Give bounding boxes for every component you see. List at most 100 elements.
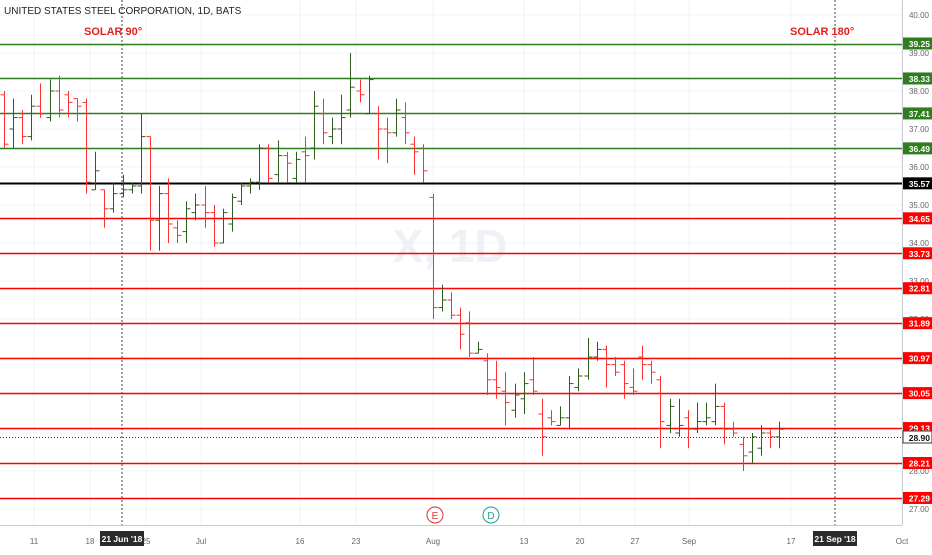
ohlc-bar xyxy=(119,174,128,198)
last-price-tag xyxy=(902,430,932,444)
ohlc-bar xyxy=(109,182,118,213)
ohlc-bar xyxy=(693,402,702,433)
y-tick-label: 38.00 xyxy=(909,87,930,96)
ohlc-bar xyxy=(547,410,556,426)
level-tag xyxy=(903,282,932,295)
ohlc-bar xyxy=(456,307,465,350)
ohlc-bar xyxy=(675,398,684,437)
ohlc-bar xyxy=(210,205,219,247)
level-tag xyxy=(903,491,932,504)
x-tick-label: 25 xyxy=(142,537,151,546)
level-tag-label: 28.21 xyxy=(909,459,931,469)
ohlc-bar xyxy=(82,98,91,194)
event-marker[interactable]: D xyxy=(482,506,500,524)
ohlc-bar xyxy=(100,189,109,228)
ohlc-bar xyxy=(146,136,155,251)
ohlc-bar xyxy=(27,94,36,141)
level-tag xyxy=(903,177,932,190)
level-tag xyxy=(903,457,932,470)
y-tick-label: 27.00 xyxy=(909,505,930,514)
level-tag-label: 38.33 xyxy=(909,74,931,84)
level-tag-label: 27.29 xyxy=(909,493,931,503)
ohlc-bar xyxy=(565,376,574,430)
event-circle[interactable] xyxy=(482,506,500,524)
ohlc-bar xyxy=(55,75,64,118)
x-tick-label: 11 xyxy=(30,537,39,546)
level-tag xyxy=(903,317,932,330)
level-tag-label: 34.65 xyxy=(909,214,931,224)
level-tag-label: 31.89 xyxy=(909,319,931,329)
ohlc-bar xyxy=(46,79,55,122)
y-axis: 40.00 39.00 38.00 37.00 36.00 35.00 34.00 33.00… xyxy=(902,0,932,550)
level-tag-label: 36.49 xyxy=(909,144,931,154)
event-letter: E xyxy=(432,511,439,522)
ohlc-bar xyxy=(292,151,301,183)
level-tag xyxy=(903,352,932,365)
ohlc-bar xyxy=(283,151,292,183)
ohlc-bar xyxy=(246,178,255,194)
ohlc-bar xyxy=(173,220,182,243)
y-tick-label: 33.00 xyxy=(909,277,930,286)
ohlc-bar xyxy=(36,83,45,118)
level-tag-label: 33.73 xyxy=(909,249,931,259)
ohlc-bar xyxy=(620,360,629,399)
watermark-text: X, 1D xyxy=(392,220,507,272)
ohlc-bar xyxy=(91,151,100,191)
event-marker[interactable]: E xyxy=(426,506,444,524)
level-tag-label: 30.05 xyxy=(909,389,931,399)
ohlc-bar xyxy=(401,102,410,145)
ohlc-bar xyxy=(264,144,273,183)
ohlc-bar xyxy=(301,136,310,183)
ohlc-bar xyxy=(328,117,337,145)
ohlc-bar xyxy=(775,421,784,449)
ohlc-bar xyxy=(538,398,547,456)
ohlc-bar xyxy=(64,91,73,118)
ohlc-bar xyxy=(520,372,529,414)
ohlc-bar xyxy=(465,311,474,357)
ohlc-bar xyxy=(429,193,438,319)
ohlc-bar xyxy=(611,357,620,376)
ohlc-bar xyxy=(374,106,383,160)
ohlc-bar xyxy=(602,345,611,388)
ohlc-bar xyxy=(739,436,748,471)
ohlc-bar xyxy=(638,345,647,380)
ohlc-bar xyxy=(748,433,757,464)
ohlc-bar xyxy=(574,368,583,392)
ohlc-bar xyxy=(191,193,200,221)
ohlc-bar xyxy=(237,182,246,205)
level-tag-label: 35.57 xyxy=(909,179,931,189)
ohlc-bar xyxy=(511,383,520,418)
y-tick-label: 39.00 xyxy=(909,49,930,58)
level-tag xyxy=(903,37,932,50)
ohlc-bar xyxy=(474,341,483,354)
ohlc-bar xyxy=(766,429,775,449)
ohlc-bar xyxy=(666,398,675,433)
y-tick-label: 28.00 xyxy=(909,467,930,476)
x-tick-label: 16 xyxy=(296,537,305,546)
level-tag-label: 32.81 xyxy=(909,284,931,294)
level-tag xyxy=(903,387,932,400)
ohlc-bar xyxy=(684,410,693,449)
event-circle[interactable] xyxy=(426,506,444,524)
ohlc-bar xyxy=(164,178,173,243)
ohlc-bar xyxy=(593,341,602,361)
ohlc-bar xyxy=(0,91,9,148)
x-tick-label: 18 xyxy=(86,537,95,546)
ohlc-bar xyxy=(419,144,428,183)
ohlc-bar xyxy=(319,98,328,145)
ohlc-bar xyxy=(629,368,638,395)
x-tick-label: Jul xyxy=(196,537,206,546)
level-tag xyxy=(903,107,932,120)
x-tick-label: 23 xyxy=(352,537,361,546)
x-axis: 11 18 25 Jul 16 23 Aug 13 20 27 Sep 17 Oct 21 Jun '18… xyxy=(0,525,932,550)
x-tick-label: 20 xyxy=(576,537,585,546)
ohlc-bar xyxy=(383,117,392,164)
ohlc-bar xyxy=(18,110,27,145)
ohlc-bar xyxy=(346,53,355,118)
watermark: X, 1D xyxy=(392,220,507,272)
event-letter: D xyxy=(487,511,494,522)
last-price-label: 28.90 xyxy=(909,433,931,443)
y-tick-label: 36.00 xyxy=(909,163,930,172)
ohlc-bar xyxy=(128,182,137,194)
